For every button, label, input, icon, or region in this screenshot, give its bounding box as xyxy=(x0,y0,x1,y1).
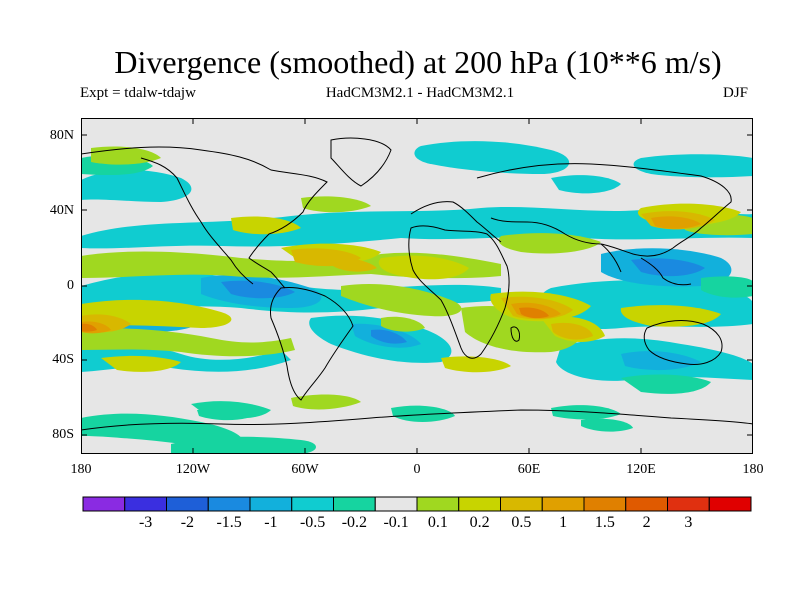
colorbar-label: -2 xyxy=(180,514,195,531)
colorbar-label: 0.2 xyxy=(469,514,490,531)
colorbar-swatch xyxy=(82,496,126,512)
colorbar-label: -1 xyxy=(264,514,278,531)
colorbar-label: 2 xyxy=(642,514,651,531)
colorbar xyxy=(82,496,752,512)
colorbar-swatch xyxy=(625,496,668,512)
colorbar-swatch xyxy=(249,496,293,512)
colorbar-swatch xyxy=(207,496,251,512)
colorbar-swatch xyxy=(416,496,460,512)
colorbar-label: 0.5 xyxy=(511,514,532,531)
colorbar-swatch xyxy=(708,496,752,512)
lon-label-60e: 60E xyxy=(517,462,541,477)
colorbar-swatch xyxy=(500,496,543,512)
lon-label-180w: 180 xyxy=(70,462,92,477)
colorbar-swatch xyxy=(333,496,376,512)
lat-label-40n: 40N xyxy=(49,203,74,218)
colorbar-swatch xyxy=(458,496,501,512)
colorbar-swatch xyxy=(374,496,418,512)
colorbar-swatch xyxy=(166,496,209,512)
colorbar-label: -0.5 xyxy=(299,514,326,531)
season-label: DJF xyxy=(723,85,749,101)
lon-label-60w: 60W xyxy=(291,462,319,477)
axis-ticks xyxy=(81,118,753,454)
lat-label-80n: 80N xyxy=(49,128,74,143)
colorbar-swatch xyxy=(583,496,627,512)
colorbar-label: -3 xyxy=(138,514,153,531)
colorbar-label: 1 xyxy=(559,514,568,531)
colorbar-label: 0.1 xyxy=(427,514,448,531)
model-label: HadCM3M2.1 - HadCM3M2.1 xyxy=(325,85,515,101)
colorbar-swatch xyxy=(124,496,167,512)
map-title: Divergence (smoothed) at 200 hPa (10**6 … xyxy=(114,44,722,80)
experiment-label: Expt = tdalw-tdajw xyxy=(80,85,196,101)
colorbar-label: 1.5 xyxy=(594,514,615,531)
lon-label-180e: 180 xyxy=(742,462,764,477)
divergence-map xyxy=(81,118,754,454)
lat-label-40s: 40S xyxy=(52,352,74,367)
lat-label-80s: 80S xyxy=(52,427,74,442)
colorbar-label: -0.2 xyxy=(341,514,368,531)
lon-label-120e: 120E xyxy=(626,462,656,477)
colorbar-label: 3 xyxy=(684,514,693,531)
colorbar-swatch xyxy=(667,496,710,512)
colorbar-swatch xyxy=(291,496,334,512)
colorbar-label: -0.1 xyxy=(383,514,409,531)
lon-label-120w: 120W xyxy=(175,462,211,477)
colorbar-label: -1.5 xyxy=(216,514,242,531)
colorbar-swatch xyxy=(541,496,585,512)
divergence-contours xyxy=(81,141,753,454)
coastlines xyxy=(81,137,754,431)
lat-label-0: 0 xyxy=(67,278,74,293)
lon-label-0: 0 xyxy=(413,462,421,477)
